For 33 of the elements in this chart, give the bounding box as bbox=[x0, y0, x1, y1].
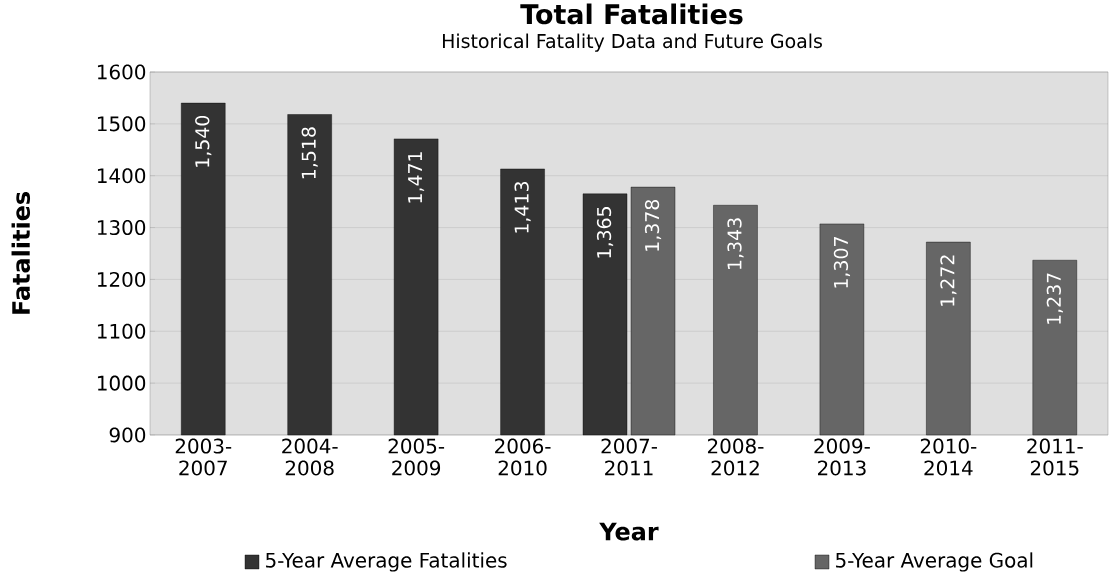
data-label: 1,540 bbox=[195, 115, 212, 167]
x-axis-title: Year bbox=[599, 522, 659, 541]
y-tick-label: 1400 bbox=[97, 168, 146, 184]
data-label: 1,307 bbox=[833, 237, 851, 288]
data-label: 1,378 bbox=[644, 199, 662, 251]
legend-label: 5-Year Average Fatalities bbox=[266, 552, 507, 572]
data-label: 1,237 bbox=[1046, 273, 1063, 324]
data-label: 1,272 bbox=[940, 255, 957, 306]
chart-subtitle: Historical Fatality Data and Future Goals bbox=[443, 33, 822, 52]
x-tick-label: 2009-2013 bbox=[814, 438, 870, 476]
y-tick-label: 1500 bbox=[97, 116, 146, 132]
y-tick-label: 1200 bbox=[97, 271, 146, 287]
data-label: 1,471 bbox=[408, 152, 425, 203]
data-label: 1,518 bbox=[301, 127, 318, 179]
x-tick-label: 2003-2007 bbox=[175, 438, 232, 476]
y-tick-label: 900 bbox=[109, 427, 146, 443]
y-tick-label: 1100 bbox=[97, 323, 146, 339]
x-tick-label: 2007-2011 bbox=[601, 438, 657, 476]
x-tick-label: 2010-2014 bbox=[920, 438, 977, 476]
chart-title: Total Fatalities bbox=[520, 3, 743, 25]
x-tick-label: 2006-2010 bbox=[495, 438, 551, 476]
data-label: 1,413 bbox=[514, 182, 531, 233]
y-tick-label: 1300 bbox=[97, 220, 146, 236]
data-label: 1,365 bbox=[596, 207, 614, 258]
y-tick-label: 1600 bbox=[97, 64, 146, 80]
y-tick-label: 1000 bbox=[97, 375, 146, 391]
x-tick-label: 2004-2008 bbox=[282, 438, 338, 476]
x-tick-label: 2011-2015 bbox=[1027, 438, 1083, 476]
x-tick-label: 2008-2012 bbox=[707, 438, 764, 476]
x-tick-label: 2005-2009 bbox=[388, 438, 445, 476]
y-axis-title: Fatalities bbox=[11, 192, 31, 314]
legend-label: 5-Year Average Goal bbox=[836, 552, 1033, 572]
data-label: 1,343 bbox=[727, 218, 744, 269]
